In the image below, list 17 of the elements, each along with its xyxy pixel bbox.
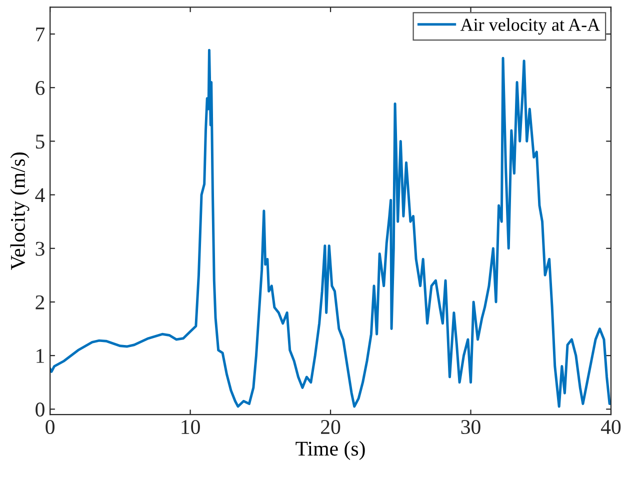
y-tick-label: 1 [36,349,44,363]
y-axis-title: Velocity (m/s) [10,152,30,270]
x-tick-label: 30 [461,420,480,434]
x-tick-label: 0 [46,420,54,434]
y-tick-label: 5 [36,134,44,149]
x-tick-label: 20 [321,420,340,434]
y-tick-label: 3 [36,242,44,256]
y-tick-label: 6 [36,81,45,96]
y-tick-label: 4 [35,188,45,202]
legend-label: Air velocity at A-A [460,18,600,35]
y-tick-label: 7 [36,28,45,42]
x-axis-title: Time (s) [296,441,365,460]
line-series [50,48,611,408]
y-tick-label: 2 [36,295,44,310]
x-tick-label: 40 [600,420,621,434]
y-tick-label: 0 [36,402,44,417]
x-tick-label: 10 [182,420,200,434]
